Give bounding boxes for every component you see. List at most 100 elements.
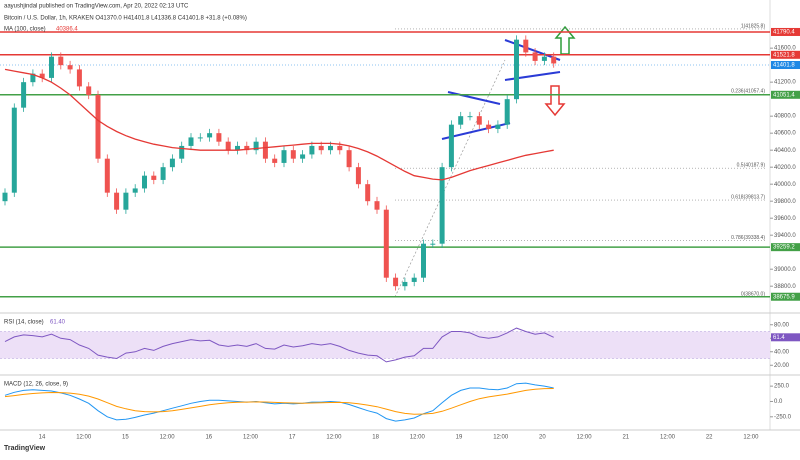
x-tick-label: 20 (539, 435, 546, 441)
candle-body (207, 133, 213, 138)
axis-label-bg (771, 292, 800, 301)
candle-body (216, 133, 222, 142)
candle-body (95, 94, 101, 159)
candle-body (30, 73, 36, 83)
indicator-line (4, 388, 554, 415)
indicator-value: 61.40 (50, 320, 66, 326)
candle-body (142, 175, 147, 189)
candle-body (458, 116, 464, 125)
x-tick-label: 12:00 (76, 435, 92, 441)
candle-body (393, 277, 399, 287)
candle-body (197, 137, 203, 139)
candle-body (328, 145, 333, 151)
publisher: aayushjindal published on TradingView.co… (4, 4, 189, 10)
candle-body (244, 145, 250, 151)
candle-body (355, 167, 361, 185)
y-tick-label: 0.0 (774, 399, 783, 405)
symbol-legend: Bitcoin / U.S. Dollar, 1h, KRAKEN O41370… (4, 16, 247, 22)
y-tick-label: 250.0 (774, 384, 790, 390)
candle-body (132, 188, 138, 193)
axis-label: 38675.9 (773, 294, 795, 300)
candle-body (383, 209, 389, 278)
y-tick-label: 40400.0 (774, 148, 796, 154)
candle-body (11, 107, 17, 193)
x-tick-label: 12:00 (660, 435, 676, 441)
ma-legend: MA (100, close) (4, 27, 46, 33)
y-tick-label: 39000.0 (774, 267, 796, 273)
fib-label: 0.618(39813.7) (731, 194, 765, 200)
axis-label: 61.4 (773, 335, 785, 341)
axis-label: 39259.2 (773, 245, 795, 251)
axis-label-bg (771, 90, 800, 99)
candle-body (290, 150, 296, 159)
candle-body (365, 184, 371, 202)
candle-body (151, 175, 157, 180)
candle-body (541, 56, 547, 61)
candle-body (532, 52, 538, 61)
y-tick-label: 41200.0 (774, 80, 796, 86)
y-tick-label: 39400.0 (774, 233, 796, 239)
candle-body (2, 192, 8, 202)
x-tick-label: 16 (205, 435, 212, 441)
ma-legend-value: 40386.4 (56, 27, 78, 33)
candle-body (114, 192, 120, 210)
axis-label-bg (771, 243, 800, 252)
candle-body (169, 158, 175, 168)
x-tick-label: 12:00 (493, 435, 509, 441)
candle-body (467, 116, 473, 118)
footer-logo: TradingView (4, 445, 46, 452)
indicator-line (4, 382, 554, 422)
candle-body (104, 158, 110, 193)
candle-body (514, 39, 519, 100)
candle-body (225, 141, 231, 151)
axis-label-bg (771, 50, 800, 59)
candle-body (21, 82, 27, 108)
fib-label: 0(38670.0) (741, 292, 766, 298)
candle-body (49, 56, 54, 78)
x-tick-label: 21 (622, 435, 629, 441)
candle-body (188, 137, 194, 146)
axis-label: 41790.4 (773, 30, 795, 36)
indicator-title: MACD (12, 26, close, 9) (4, 382, 68, 388)
up-arrow (554, 25, 576, 55)
y-tick-label: 40800.0 (774, 114, 796, 120)
fib-label: 0.786(39338.4) (731, 235, 765, 241)
candle-body (402, 281, 408, 287)
x-tick-label: 15 (122, 435, 129, 441)
candle-body (281, 150, 287, 163)
y-tick-label: 40600.0 (774, 131, 796, 137)
candle-body (318, 145, 324, 151)
y-tick-label: 40200.0 (774, 165, 796, 171)
candle-body (439, 167, 445, 244)
x-tick-label: 12:00 (160, 435, 176, 441)
x-tick-label: 12:00 (326, 435, 342, 441)
x-tick-label: 14 (39, 435, 46, 441)
candle-body (39, 73, 45, 78)
candle-body (123, 192, 129, 210)
candle-body (309, 145, 315, 155)
candle-body (523, 39, 529, 53)
x-tick-label: 12:00 (410, 435, 426, 441)
y-tick-label: 41600.0 (774, 46, 796, 52)
x-tick-label: 18 (372, 435, 379, 441)
candle-body (76, 69, 82, 87)
axis-label: 41521.8 (773, 52, 795, 58)
candle-body (421, 243, 426, 278)
candle-body (262, 141, 268, 159)
fib-trend (394, 59, 506, 298)
candle-body (179, 145, 185, 159)
candle-body (67, 65, 73, 70)
candle-body (58, 56, 64, 66)
y-tick-label: -250.0 (774, 414, 792, 420)
ma-line (4, 68, 554, 181)
y-tick-label: 40000.0 (774, 182, 796, 188)
indicator-line (4, 327, 554, 363)
axis-label-bg (771, 61, 800, 70)
y-tick-label: 38800.0 (774, 284, 796, 290)
y-tick-label: 40.00 (774, 349, 790, 355)
fib-label: 0.236(41057.4) (731, 89, 765, 95)
indicator-title: RSI (14, close) (4, 320, 44, 326)
candle-body (160, 167, 166, 180)
candle-body (430, 243, 436, 245)
